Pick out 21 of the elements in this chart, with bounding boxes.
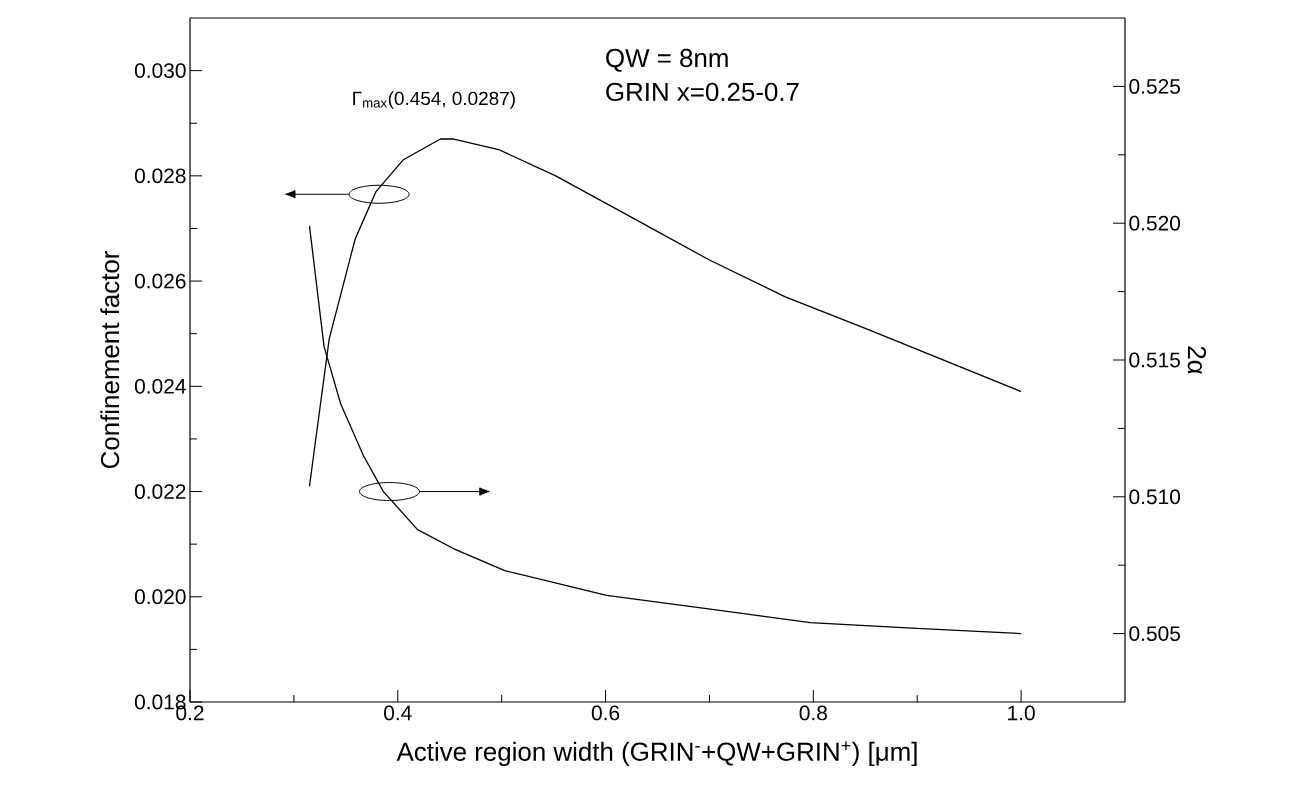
- x-tick-label: 0.4: [384, 705, 412, 721]
- y-tick-label: 0.026: [134, 273, 186, 289]
- x-axis-title: Active region width (GRIN$^{-}$+QW+GRIN$^{+}$) [μm]: [396, 741, 917, 767]
- y-tick-label: 0.028: [134, 168, 186, 184]
- y-tick-label: 0.020: [134, 589, 186, 605]
- x-tick-label: 0.8: [799, 705, 827, 721]
- y-tick-label: 0.024: [134, 378, 186, 394]
- x-tick-label: 1.0: [1008, 705, 1035, 721]
- y2-tick-label: 0.515: [1129, 352, 1180, 368]
- y2-tick-label: 0.505: [1129, 626, 1180, 641]
- y2-tick-label: 0.525: [1129, 78, 1180, 94]
- y2-axis-title: 2α: [1187, 346, 1207, 374]
- annotation: Γ$_{max}$(0.454, 0.0287): [353, 91, 515, 109]
- y2-tick-label: 0.520: [1129, 215, 1181, 231]
- x-tick-label: 0.6: [591, 705, 620, 721]
- annotation: GRIN x=0.25-0.7: [606, 82, 799, 102]
- y-axis-title: Confinement factor: [100, 251, 120, 469]
- y-tick-label: 0.022: [134, 484, 186, 499]
- y-tick-label: 0.030: [134, 63, 186, 79]
- y2-tick-label: 0.510: [1129, 489, 1181, 505]
- annotation: QW = 8nm: [606, 48, 728, 72]
